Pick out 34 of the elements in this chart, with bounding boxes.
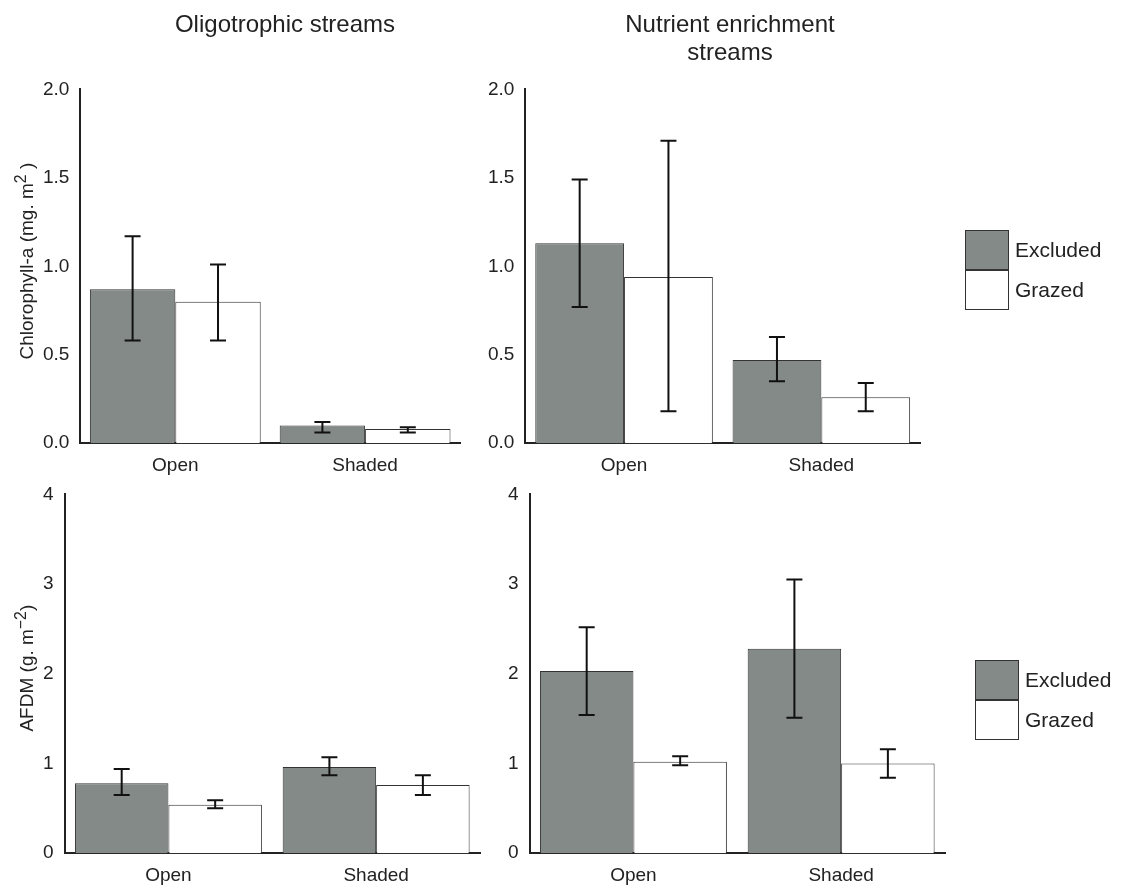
x-tick-label: Open [152,453,199,475]
y-tick-label: 2 [507,662,519,684]
y-tick-label: 1 [42,751,54,773]
text: Grazed [1015,278,1084,302]
x-tick-label: Shaded [808,863,874,885]
y-tick-label: 3 [42,572,54,594]
legend-label: Excluded [1015,238,1102,262]
chart-title: Oligotrophic streams [173,10,397,38]
y-tick-label: 1.5 [42,166,70,188]
y-tick-label: 0.0 [487,431,515,453]
y-tick-label: 0.5 [487,342,515,364]
y-tick-label: 0.5 [42,342,70,364]
legend-label: Excluded [1025,668,1112,692]
y-tick-label: 3 [507,572,519,594]
y-tick-label: 1.5 [487,166,515,188]
x-tick-label: Open [600,453,648,475]
x-tick-label: Shaded [343,863,409,885]
y-tick-label: 0 [42,841,54,863]
y-tick-label: 0 [507,841,519,863]
y-tick-label: 2 [42,662,54,684]
x-tick-label: Shaded [332,453,398,475]
y-tick-label: 2.0 [42,77,70,99]
y-tick-label: 1.0 [487,254,515,276]
x-tick-label: Open [145,863,192,885]
y-tick-label: 1 [507,751,519,773]
text: Grazed [1025,708,1094,732]
y-tick-label: 4 [42,482,54,504]
chart-title: Nutrient enrichment streams [624,10,836,66]
x-tick-label: Shaded [788,453,855,475]
x-tick-label: Open [610,863,657,885]
y-tick-label: 2.0 [487,77,515,99]
y-tick-label: 4 [507,482,519,504]
y-tick-label: 1.0 [42,254,70,276]
y-tick-label: 0.0 [42,431,70,453]
